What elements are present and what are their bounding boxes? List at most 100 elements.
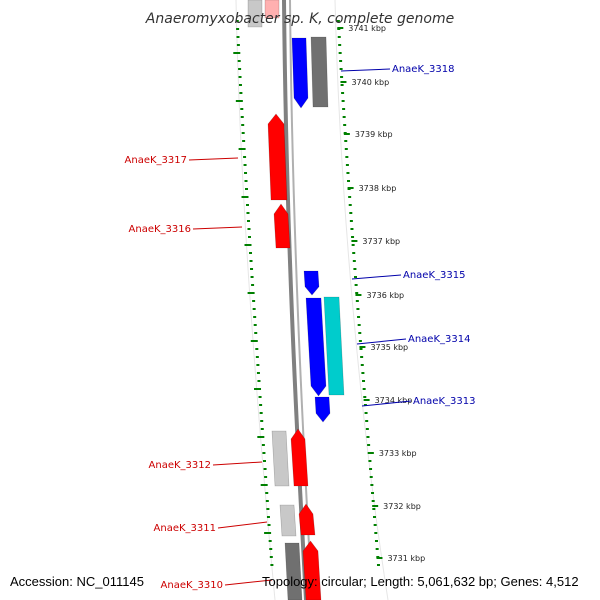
gene-label[interactable]: AnaeK_3315 bbox=[403, 270, 465, 281]
rail-dash-left bbox=[269, 548, 273, 550]
kbp-tick-mark bbox=[359, 346, 366, 348]
rail-dash-right bbox=[362, 380, 366, 382]
gene-label[interactable]: AnaeK_3311 bbox=[154, 523, 216, 534]
rail-dash-right bbox=[370, 484, 374, 486]
rail-dash-left bbox=[268, 540, 272, 542]
feature-layer bbox=[247, 0, 345, 600]
kbp-tick-label: 3740 kbp bbox=[351, 78, 389, 87]
rail-dash-left bbox=[237, 60, 241, 62]
rail-dash-left bbox=[238, 148, 246, 150]
rail-dash-left bbox=[245, 188, 249, 190]
gene-label[interactable]: AnaeK_3318 bbox=[392, 64, 454, 75]
rail-dash-left bbox=[235, 20, 239, 22]
kbp-tick-label: 3731 kbp bbox=[387, 554, 425, 563]
rail-dash-right bbox=[339, 60, 343, 62]
rail-dash-left bbox=[254, 332, 258, 334]
genome-ring-layer bbox=[235, 0, 389, 600]
rail-dash-left bbox=[259, 404, 263, 406]
rail-dash-right bbox=[343, 124, 347, 126]
gene-label[interactable]: AnaeK_3312 bbox=[149, 460, 211, 471]
gene-shape-anaek-3315 bbox=[303, 270, 320, 296]
rail-dash-left bbox=[244, 180, 248, 182]
rail-dash-right bbox=[366, 436, 370, 438]
rail-dash-left bbox=[269, 556, 273, 558]
rail-dash-right bbox=[338, 44, 342, 46]
rail-dash-left bbox=[262, 460, 266, 462]
rail-dash-left bbox=[247, 236, 251, 238]
rail-dash-left bbox=[239, 92, 243, 94]
rail-dash-left bbox=[238, 68, 242, 70]
rail-dash-right bbox=[350, 228, 354, 230]
gene-shape-anaek-3318 bbox=[291, 37, 309, 109]
rail-dash-right bbox=[342, 108, 346, 110]
rail-dash-right bbox=[365, 428, 369, 430]
rail-dash-right bbox=[358, 340, 362, 342]
gene-shape-grey-3310 bbox=[284, 542, 303, 600]
rail-dash-right bbox=[355, 300, 359, 302]
gene-leader-line bbox=[351, 274, 402, 280]
gene-leader-line bbox=[212, 461, 263, 466]
rail-dash-left bbox=[265, 500, 269, 502]
rail-dash-left bbox=[270, 564, 274, 566]
rail-dash-right bbox=[341, 100, 345, 102]
rail-dash-left bbox=[265, 492, 269, 494]
rail-dash-right bbox=[348, 204, 352, 206]
rail-dash-left bbox=[247, 292, 255, 294]
kbp-tick-mark bbox=[347, 187, 354, 189]
rail-dash-left bbox=[236, 28, 240, 30]
kbp-tick-mark bbox=[367, 452, 374, 454]
rail-dash-right bbox=[352, 260, 356, 262]
rail-dash-left bbox=[246, 212, 250, 214]
rail-dash-left bbox=[251, 284, 255, 286]
kbp-tick-mark bbox=[376, 557, 383, 559]
rail-dash-left bbox=[247, 228, 251, 230]
rail-dash-right bbox=[344, 148, 348, 150]
rail-dash-right bbox=[375, 548, 379, 550]
rail-dash-left bbox=[254, 388, 262, 390]
gene-shape-grey-3312 bbox=[271, 430, 290, 487]
gene-shape-grey-3318-pair bbox=[310, 36, 329, 108]
rail-dash-right bbox=[359, 348, 363, 350]
gene-label[interactable]: AnaeK_3317 bbox=[125, 155, 187, 166]
rail-dash-right bbox=[374, 532, 378, 534]
gene-shape-top-red bbox=[264, 0, 280, 19]
rail-dash-left bbox=[240, 108, 244, 110]
rail-dash-left bbox=[243, 164, 247, 166]
kbp-tick-label: 3735 kbp bbox=[370, 343, 408, 352]
rail-dash-left bbox=[263, 468, 267, 470]
rail-dash-left bbox=[238, 84, 242, 86]
gene-label-layer: AnaeK_3318 AnaeK_3317 AnaeK_3316 AnaeK_3315… bbox=[125, 64, 476, 591]
rail-dash-right bbox=[340, 76, 344, 78]
rail-dash-left bbox=[244, 172, 248, 174]
rail-dash-right bbox=[337, 36, 341, 38]
rail-dash-left bbox=[260, 484, 268, 486]
gene-leader-line bbox=[224, 579, 273, 586]
rail-dash-right bbox=[336, 20, 340, 22]
kbp-tick-label: 3737 kbp bbox=[362, 237, 400, 246]
rail-dash-left bbox=[266, 508, 270, 510]
rail-dash-right bbox=[372, 508, 376, 510]
gene-label[interactable]: AnaeK_3310 bbox=[161, 580, 223, 591]
rail-dash-right bbox=[354, 276, 358, 278]
rail-dash-left bbox=[252, 300, 256, 302]
gene-leader-line bbox=[361, 400, 412, 407]
gene-shape-grey-3311 bbox=[279, 504, 297, 537]
kbp-tick-label: 3736 kbp bbox=[366, 291, 404, 300]
map-title: Anaeromyxobacter sp. K, complete genome bbox=[145, 11, 454, 27]
rail-dash-left bbox=[245, 204, 249, 206]
kbp-tick-layer: 3741 kbp 3740 kbp 3739 kbp 3738 kbp 3737 kbp… bbox=[337, 24, 425, 563]
rail-dash-left bbox=[255, 348, 259, 350]
kbp-tick-label: 3734 kbp bbox=[375, 396, 413, 405]
gene-label[interactable]: AnaeK_3313 bbox=[413, 396, 475, 407]
gene-label[interactable]: AnaeK_3314 bbox=[408, 334, 470, 345]
gene-label[interactable]: AnaeK_3316 bbox=[129, 224, 191, 235]
rail-dash-right bbox=[364, 412, 368, 414]
gene-leader-line bbox=[192, 226, 243, 230]
rail-dash-left bbox=[253, 316, 257, 318]
rail-dash-left bbox=[233, 52, 241, 54]
rail-dash-right bbox=[338, 52, 342, 54]
rail-dash-left bbox=[240, 116, 244, 118]
rail-dash-right bbox=[369, 476, 373, 478]
rail-dash-left bbox=[260, 420, 264, 422]
rail-dash-left bbox=[264, 476, 268, 478]
